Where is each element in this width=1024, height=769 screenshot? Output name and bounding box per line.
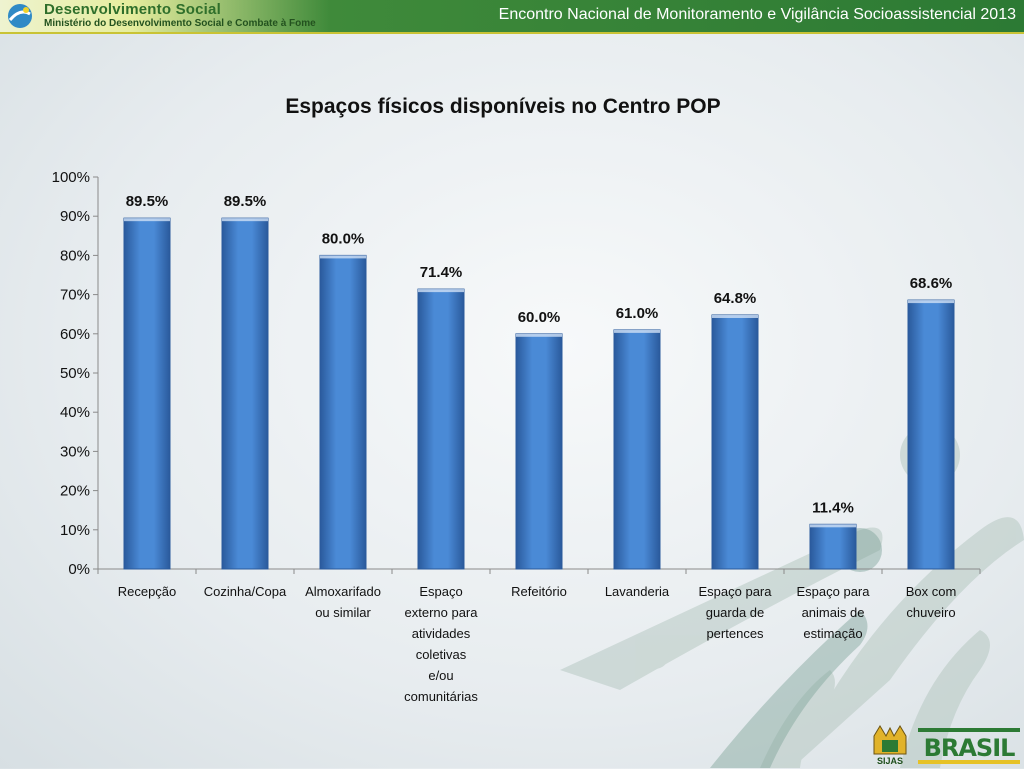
- bar: [809, 523, 857, 570]
- chart-title: Espaços físicos disponíveis no Centro PO…: [285, 95, 721, 118]
- x-tick-label-line: Espaço: [419, 584, 462, 599]
- bar: [613, 329, 661, 570]
- x-tick-label: Almoxarifado ou similar: [305, 584, 381, 620]
- bars: 89.5% 89.5% 80.0% 71.4% 60.0% 61.0% 64.8% 11.4%…: [123, 193, 955, 570]
- bar: [221, 217, 269, 570]
- y-tick-label: 70%: [60, 287, 90, 304]
- bar: [907, 299, 955, 570]
- x-tick-label: Espaço externo para atividades coletivas e/o…: [404, 584, 478, 704]
- y-tick-label: 80%: [60, 247, 90, 264]
- y-tick-label: 0%: [68, 561, 90, 578]
- data-label: 68.6%: [910, 275, 953, 292]
- x-axis-labels: Recepção Cozinha/Copa Almoxarifado ou simil…: [97, 569, 981, 704]
- brand-title: Desenvolvimento Social: [44, 1, 221, 18]
- brasil-logo: BRASIL: [918, 728, 1020, 764]
- brand-subtitle: Ministério do Desenvolvimento Social e C…: [44, 18, 316, 29]
- bar-highlight: [712, 314, 758, 318]
- y-tick-label: 50%: [60, 365, 90, 382]
- x-tick-label-line: chuveiro: [906, 605, 955, 620]
- x-tick-label: Espaço para guarda de pertences: [699, 584, 773, 641]
- header-bar: Desenvolvimento Social Ministério do Des…: [0, 0, 1024, 34]
- bar: [123, 217, 171, 570]
- x-tick-label-line: Recepção: [118, 584, 177, 599]
- bar: [417, 288, 465, 570]
- y-tick-label: 20%: [60, 483, 90, 500]
- x-tick-label-line: animais de: [802, 605, 865, 620]
- x-tick-label-line: Espaço para: [699, 584, 773, 599]
- x-tick-label-line: Espaço para: [797, 584, 871, 599]
- bar: [711, 314, 759, 570]
- decorative-figures-icon: [560, 425, 1024, 768]
- data-label: 61.0%: [616, 305, 659, 322]
- bar-highlight: [124, 218, 170, 222]
- y-tick-label: 30%: [60, 443, 90, 460]
- x-tick-label: Lavanderia: [605, 584, 670, 599]
- bar-highlight: [908, 300, 954, 304]
- bar-chart: 0%10%20%30%40%50%60%70%80%90%100% 89.5% 8…: [52, 169, 981, 704]
- bar-highlight: [222, 218, 268, 222]
- bar-highlight: [516, 333, 562, 337]
- sijas-emblem-icon: [873, 725, 907, 755]
- data-label: 64.8%: [714, 290, 757, 307]
- bar-highlight: [320, 255, 366, 259]
- y-tick-label: 10%: [60, 522, 90, 539]
- data-label: 89.5%: [126, 193, 169, 210]
- bar: [515, 333, 563, 570]
- data-label: 89.5%: [224, 193, 267, 210]
- x-tick-label-line: Lavanderia: [605, 584, 670, 599]
- x-tick-label-line: pertences: [706, 626, 764, 641]
- x-tick-label: Recepção: [118, 584, 177, 599]
- x-tick-label: Espaço para animais de estimação: [797, 584, 871, 641]
- x-tick-label: Cozinha/Copa: [204, 584, 287, 599]
- y-tick-label: 100%: [52, 169, 90, 186]
- y-tick-label: 90%: [60, 208, 90, 225]
- brasil-logo-text: BRASIL: [923, 734, 1016, 762]
- ministry-logo-icon: [8, 4, 32, 28]
- x-tick-label-line: comunitárias: [404, 689, 478, 704]
- event-title: Encontro Nacional de Monitoramento e Vig…: [498, 6, 1016, 23]
- data-label: 80.0%: [322, 230, 365, 247]
- sijas-logo: SIJAS: [868, 722, 912, 766]
- x-tick-label-line: ou similar: [315, 605, 371, 620]
- x-tick-label-line: e/ou: [428, 668, 453, 683]
- x-tick-label-line: atividades: [412, 626, 471, 641]
- x-tick-label-line: externo para: [405, 605, 479, 620]
- x-tick-label-line: Cozinha/Copa: [204, 584, 287, 599]
- x-tick-label-line: coletivas: [416, 647, 467, 662]
- sijas-logo-text: SIJAS: [876, 756, 903, 766]
- bar-highlight: [810, 524, 856, 528]
- y-tick-label: 40%: [60, 404, 90, 421]
- x-tick-label-line: Refeitório: [511, 584, 567, 599]
- x-tick-label: Refeitório: [511, 584, 567, 599]
- y-tick-label: 60%: [60, 326, 90, 343]
- bar-highlight: [418, 289, 464, 293]
- bar-highlight: [614, 329, 660, 333]
- x-tick-label-line: guarda de: [706, 605, 765, 620]
- data-label: 71.4%: [420, 264, 463, 281]
- x-tick-label-line: estimação: [803, 626, 862, 641]
- x-tick-label-line: Box com: [906, 584, 957, 599]
- x-tick-label: Box com chuveiro: [906, 584, 957, 620]
- data-label: 60.0%: [518, 309, 561, 326]
- bar: [319, 254, 367, 570]
- data-label: 11.4%: [812, 499, 854, 516]
- brasil-flag-colors-icon: [918, 728, 1020, 764]
- x-tick-label-line: Almoxarifado: [305, 584, 381, 599]
